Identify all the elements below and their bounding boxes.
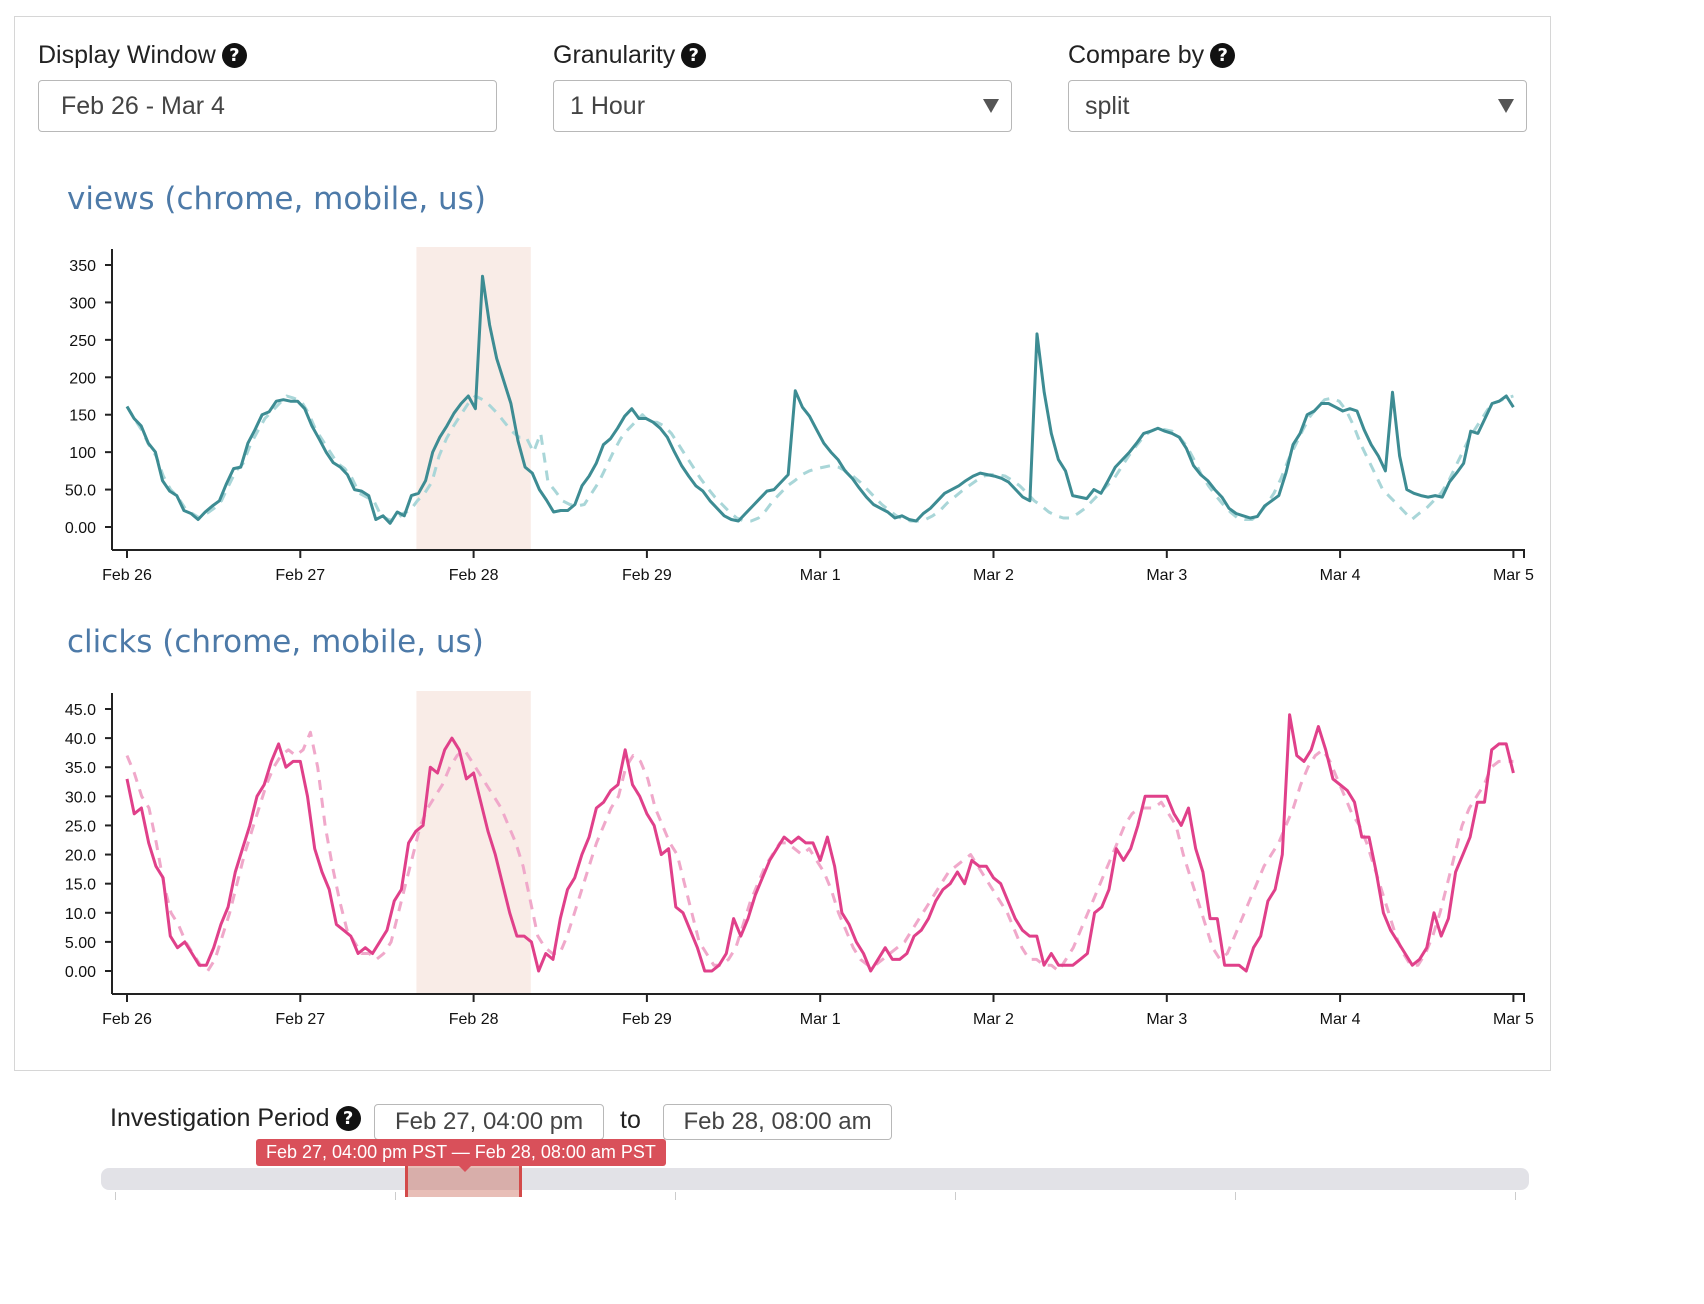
- comparison-series-line: [125, 730, 1514, 973]
- y-tick-label: 20.0: [65, 848, 96, 865]
- comparison-series-line: [125, 394, 1514, 523]
- x-tick-label: Feb 27: [275, 567, 325, 584]
- y-tick-label: 100: [69, 445, 96, 462]
- primary-series-line: [125, 274, 1515, 525]
- y-tick-label: 25.0: [65, 818, 96, 835]
- x-tick-label: Mar 5: [1493, 567, 1534, 584]
- display-window-value: Feb 26 - Mar 4: [61, 92, 225, 120]
- x-tick-label: Mar 3: [1146, 1011, 1187, 1028]
- clicks-chart: 0.00 5.00 10.0 15.0 20.0 25.0 30.0 35.0 40.0 45.0…: [65, 691, 1534, 1028]
- display-window-label-text: Display Window: [38, 41, 216, 69]
- x-tick-label: Feb 27: [275, 1011, 325, 1028]
- x-tick-label: Feb 29: [622, 1011, 672, 1028]
- help-icon[interactable]: ?: [335, 1106, 361, 1131]
- x-tick-label: Mar 2: [973, 567, 1014, 584]
- granularity-select[interactable]: 1 Hour: [553, 80, 1012, 132]
- x-tick-label: Feb 28: [449, 1011, 499, 1028]
- help-icon[interactable]: ?: [681, 43, 707, 68]
- y-tick-label: 150: [69, 408, 96, 425]
- investigation-period-label: Investigation Period ?: [110, 1104, 361, 1133]
- y-tick-label: 35.0: [65, 760, 96, 777]
- help-icon[interactable]: ?: [221, 43, 247, 68]
- range-tooltip: Feb 27, 04:00 pm PST — Feb 28, 08:00 am …: [256, 1139, 666, 1172]
- chevron-down-icon: [983, 99, 999, 113]
- y-tick-label: 40.0: [65, 731, 96, 748]
- analysis-panel: Display Window ? Feb 26 - Mar 4 Granular…: [14, 16, 1551, 1071]
- compare-by-label: Compare by ?: [1068, 41, 1236, 70]
- timeline-tick: [955, 1192, 956, 1200]
- timeline-tick: [395, 1192, 396, 1200]
- x-tick-label: Feb 28: [449, 567, 499, 584]
- y-tick-label: 50.0: [65, 483, 96, 500]
- investigation-end-input[interactable]: Feb 28, 08:00 am: [663, 1104, 892, 1140]
- investigation-start-input[interactable]: Feb 27, 04:00 pm: [374, 1104, 604, 1140]
- compare-by-label-text: Compare by: [1068, 41, 1205, 69]
- x-tick-label: Mar 4: [1320, 1011, 1361, 1028]
- investigation-highlight-band: [416, 691, 531, 994]
- y-tick-label: 0.00: [65, 520, 96, 537]
- y-tick-label: 30.0: [65, 789, 96, 806]
- x-tick-label: Mar 1: [800, 567, 841, 584]
- timeline-tick: [675, 1192, 676, 1200]
- display-window-label: Display Window ?: [38, 41, 247, 70]
- y-tick-label: 15.0: [65, 877, 96, 894]
- y-tick-label: 350: [69, 258, 96, 275]
- granularity-label: Granularity ?: [553, 41, 707, 70]
- help-icon[interactable]: ?: [1210, 43, 1236, 68]
- investigation-end-value: Feb 28, 08:00 am: [683, 1108, 872, 1135]
- x-tick-label: Feb 29: [622, 567, 672, 584]
- timeline-tick: [1515, 1192, 1516, 1200]
- compare-by-value: split: [1085, 92, 1130, 120]
- compare-by-select[interactable]: split: [1068, 80, 1527, 132]
- y-tick-label: 250: [69, 333, 96, 350]
- investigation-start-value: Feb 27, 04:00 pm: [394, 1108, 584, 1135]
- timeline-tick: [1235, 1192, 1236, 1200]
- x-tick-label: Mar 1: [800, 1011, 841, 1028]
- granularity-label-text: Granularity: [553, 41, 676, 69]
- y-tick-label: 45.0: [65, 702, 96, 719]
- timeline-tick: [115, 1192, 116, 1200]
- clicks-chart-title: clicks (chrome, mobile, us): [67, 624, 484, 660]
- y-tick-label: 5.00: [65, 935, 96, 952]
- y-tick-label: 0.00: [65, 964, 96, 981]
- investigation-highlight-band: [416, 247, 531, 550]
- x-tick-label: Mar 4: [1320, 567, 1361, 584]
- views-chart-title: views (chrome, mobile, us): [67, 181, 486, 217]
- x-tick-label: Mar 3: [1146, 567, 1187, 584]
- granularity-value: 1 Hour: [570, 92, 646, 120]
- x-tick-label: Mar 2: [973, 1011, 1014, 1028]
- primary-series-line: [125, 713, 1515, 973]
- y-tick-label: 300: [69, 295, 96, 312]
- investigation-to-label: to: [620, 1106, 641, 1134]
- views-chart: 0.00 50.0 100 150 200 250 300 350 Feb 26 Feb 27 Fe…: [65, 247, 1534, 584]
- investigation-period-text: Investigation Period: [110, 1104, 330, 1132]
- y-tick-label: 10.0: [65, 906, 96, 923]
- y-tick-label: 200: [69, 370, 96, 387]
- chevron-down-icon: [1498, 99, 1514, 113]
- x-tick-label: Feb 26: [102, 567, 152, 584]
- timeline-range-track[interactable]: [101, 1168, 1529, 1190]
- display-window-input[interactable]: Feb 26 - Mar 4: [38, 80, 497, 132]
- x-tick-label: Mar 5: [1493, 1011, 1534, 1028]
- x-tick-label: Feb 26: [102, 1011, 152, 1028]
